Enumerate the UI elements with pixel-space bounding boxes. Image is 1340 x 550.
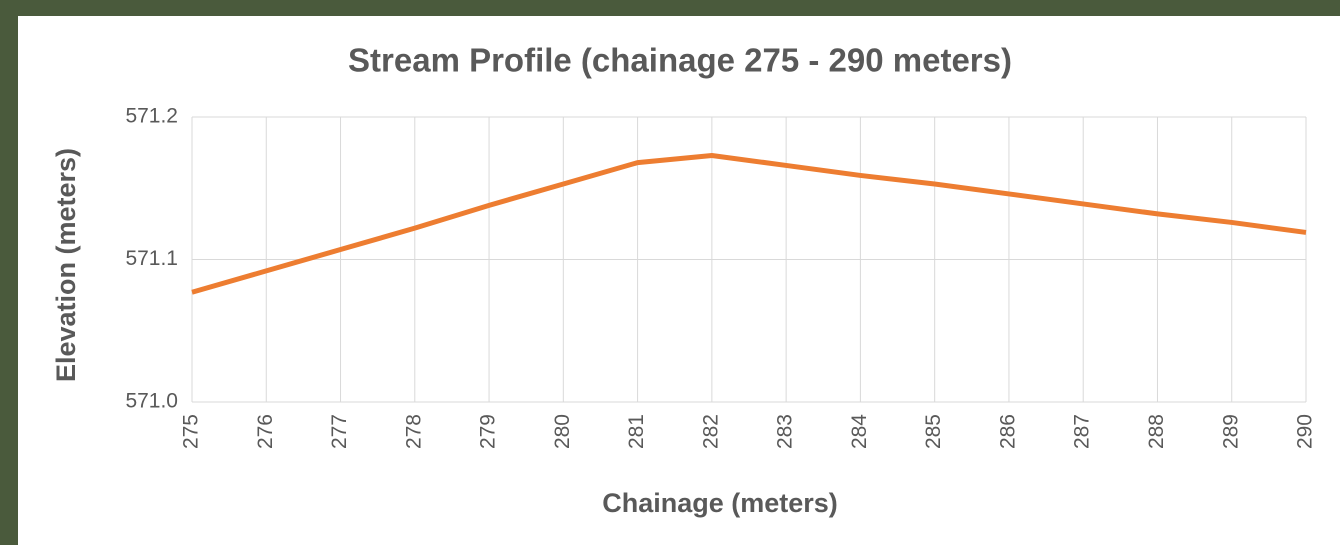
x-tick-label: 289 bbox=[1219, 414, 1242, 449]
x-tick-label: 288 bbox=[1145, 414, 1168, 449]
line bbox=[191, 152, 1307, 295]
x-tick-label: 280 bbox=[551, 414, 574, 449]
y-tick-label: 571.2 bbox=[125, 105, 178, 128]
y-axis-label: Elevation (meters) bbox=[51, 148, 81, 382]
x-tick-label: 287 bbox=[1071, 414, 1094, 449]
x-tick-label: 282 bbox=[699, 414, 722, 449]
y-tick-label: 571.1 bbox=[125, 247, 178, 270]
x-tick-label: 279 bbox=[477, 414, 500, 449]
x-tick-label: 290 bbox=[1294, 414, 1317, 449]
x-axis-label: Chainage (meters) bbox=[602, 488, 838, 518]
x-tick-label: 286 bbox=[996, 414, 1019, 449]
x-tick-label: 281 bbox=[625, 414, 648, 449]
x-tick-label: 275 bbox=[180, 414, 203, 449]
x-tick-label: 278 bbox=[402, 414, 425, 449]
chart-panel bbox=[18, 16, 1340, 545]
chart-title: Stream Profile (chainage 275 - 290 meter… bbox=[348, 42, 1012, 79]
y-tick-label: 571.0 bbox=[125, 390, 178, 413]
x-tick-label: 285 bbox=[922, 414, 945, 449]
x-tick-label: 277 bbox=[328, 414, 351, 449]
x-tick-label: 284 bbox=[848, 414, 871, 449]
x-tick-label: 276 bbox=[254, 414, 277, 449]
x-tick-label: 283 bbox=[774, 414, 797, 449]
